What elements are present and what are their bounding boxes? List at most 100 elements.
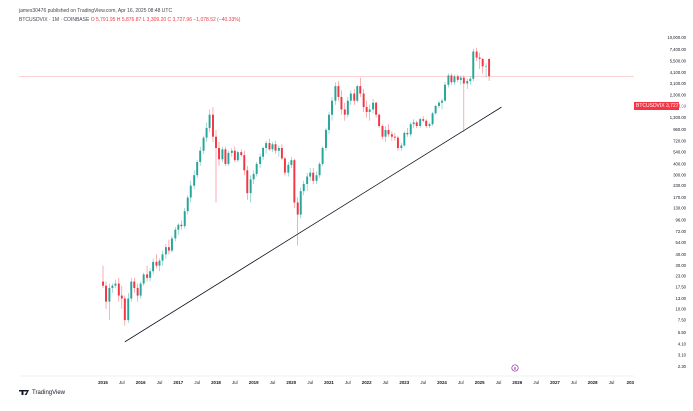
y-tick-label: 7.50 [678, 318, 687, 323]
candle-down [481, 58, 484, 74]
candle-up [419, 117, 422, 128]
event-marker[interactable]: 8 [511, 364, 519, 372]
candle-down [312, 168, 315, 184]
candle-body [384, 129, 387, 137]
candle-body [396, 137, 399, 148]
y-tick-label: 230.00 [673, 183, 686, 188]
candle-down [390, 131, 393, 141]
open-value: O 5,791.95 [90, 17, 116, 23]
candle-body [280, 147, 283, 159]
price-tag-symbol: BTCUSDVIX [636, 103, 665, 109]
candle-body [309, 172, 312, 177]
candle-body [202, 137, 205, 151]
candle-body [174, 229, 177, 239]
candle-down [396, 135, 399, 151]
candle-body [337, 86, 340, 97]
candle-body [271, 144, 274, 150]
candle-body [478, 57, 481, 59]
candle-body [419, 119, 422, 127]
candle-body [262, 147, 265, 157]
candle-body [189, 185, 192, 198]
candle-body [441, 100, 443, 103]
candle-down [381, 124, 384, 140]
x-tick-label: 2025 [475, 380, 485, 385]
x-tick-label: 2015 [98, 380, 108, 385]
candle-body [236, 152, 239, 161]
y-tick-label: 2,300.00 [670, 93, 687, 98]
y-tick-label: 2.30 [678, 364, 687, 369]
candle-up [431, 112, 434, 127]
candle-body [111, 285, 114, 288]
x-tick-label: Jul [496, 380, 502, 385]
candle-body [409, 124, 412, 135]
candle-up [221, 146, 224, 162]
candle-down [365, 100, 368, 118]
y-tick-label: 72.00 [676, 229, 687, 234]
candle-up [469, 76, 472, 85]
candle-body [447, 75, 450, 85]
y-tick-label: 170.00 [673, 195, 686, 200]
candle-up [196, 160, 199, 178]
candle-body [343, 109, 346, 115]
candle-down [406, 127, 409, 137]
candle-body [255, 163, 258, 174]
candle-body [186, 197, 189, 212]
candle-body [215, 136, 217, 148]
candle-up [230, 147, 233, 157]
candle-body [456, 76, 459, 80]
y-tick-label: 10,000.00 [667, 35, 686, 40]
x-tick-label: 2026 [512, 380, 522, 385]
candle-body [334, 86, 337, 101]
x-tick-label: 2022 [362, 380, 372, 385]
candle-up [108, 283, 111, 321]
y-tick-label: 40.00 [676, 252, 687, 257]
candle-up [400, 143, 403, 151]
candle-body [249, 179, 252, 194]
candle-up [368, 104, 371, 121]
candle-body [488, 58, 491, 77]
candle-body [356, 86, 359, 101]
candle-down [378, 113, 381, 128]
candle-body [372, 102, 375, 110]
candle-body [438, 102, 440, 106]
candle-up [485, 63, 488, 78]
y-tick-label: 4,100.00 [670, 70, 687, 75]
candle-up [459, 75, 462, 85]
candle-body [130, 281, 133, 299]
candle-up [403, 131, 406, 147]
candle-down [456, 74, 459, 83]
candle-up [249, 175, 252, 203]
candle-down [212, 107, 214, 142]
candle-body [381, 126, 384, 137]
candle-up [164, 244, 167, 259]
candle-body [403, 132, 406, 146]
candle-body [199, 150, 202, 162]
candle-body [133, 281, 136, 288]
candle-body [265, 143, 268, 148]
tradingview-logo[interactable]: TradingView [19, 390, 65, 396]
candle-up [453, 74, 456, 85]
symbol-label[interactable]: BTCUSDVIX · 1M · COINBASE [19, 17, 90, 23]
candle-body [240, 152, 243, 156]
candle-up [346, 96, 349, 118]
y-tick-label: 3,100.00 [670, 81, 687, 86]
candle-body [328, 114, 330, 130]
x-tick-label: 2028 [588, 380, 598, 385]
candle-body [293, 160, 296, 203]
candle-body [365, 107, 368, 112]
candle-up [177, 223, 180, 235]
candle-up [434, 104, 437, 115]
y-tick-label: 17.50 [676, 284, 687, 289]
candle-down [224, 146, 227, 166]
candle-up [255, 161, 258, 177]
candle-body [425, 120, 428, 126]
candle-down [393, 132, 396, 141]
candle-body [205, 127, 208, 138]
candle-up [309, 168, 312, 181]
candle-body [325, 129, 327, 148]
candle-up [149, 268, 152, 282]
candle-body [114, 283, 117, 286]
candle-body [378, 114, 381, 127]
